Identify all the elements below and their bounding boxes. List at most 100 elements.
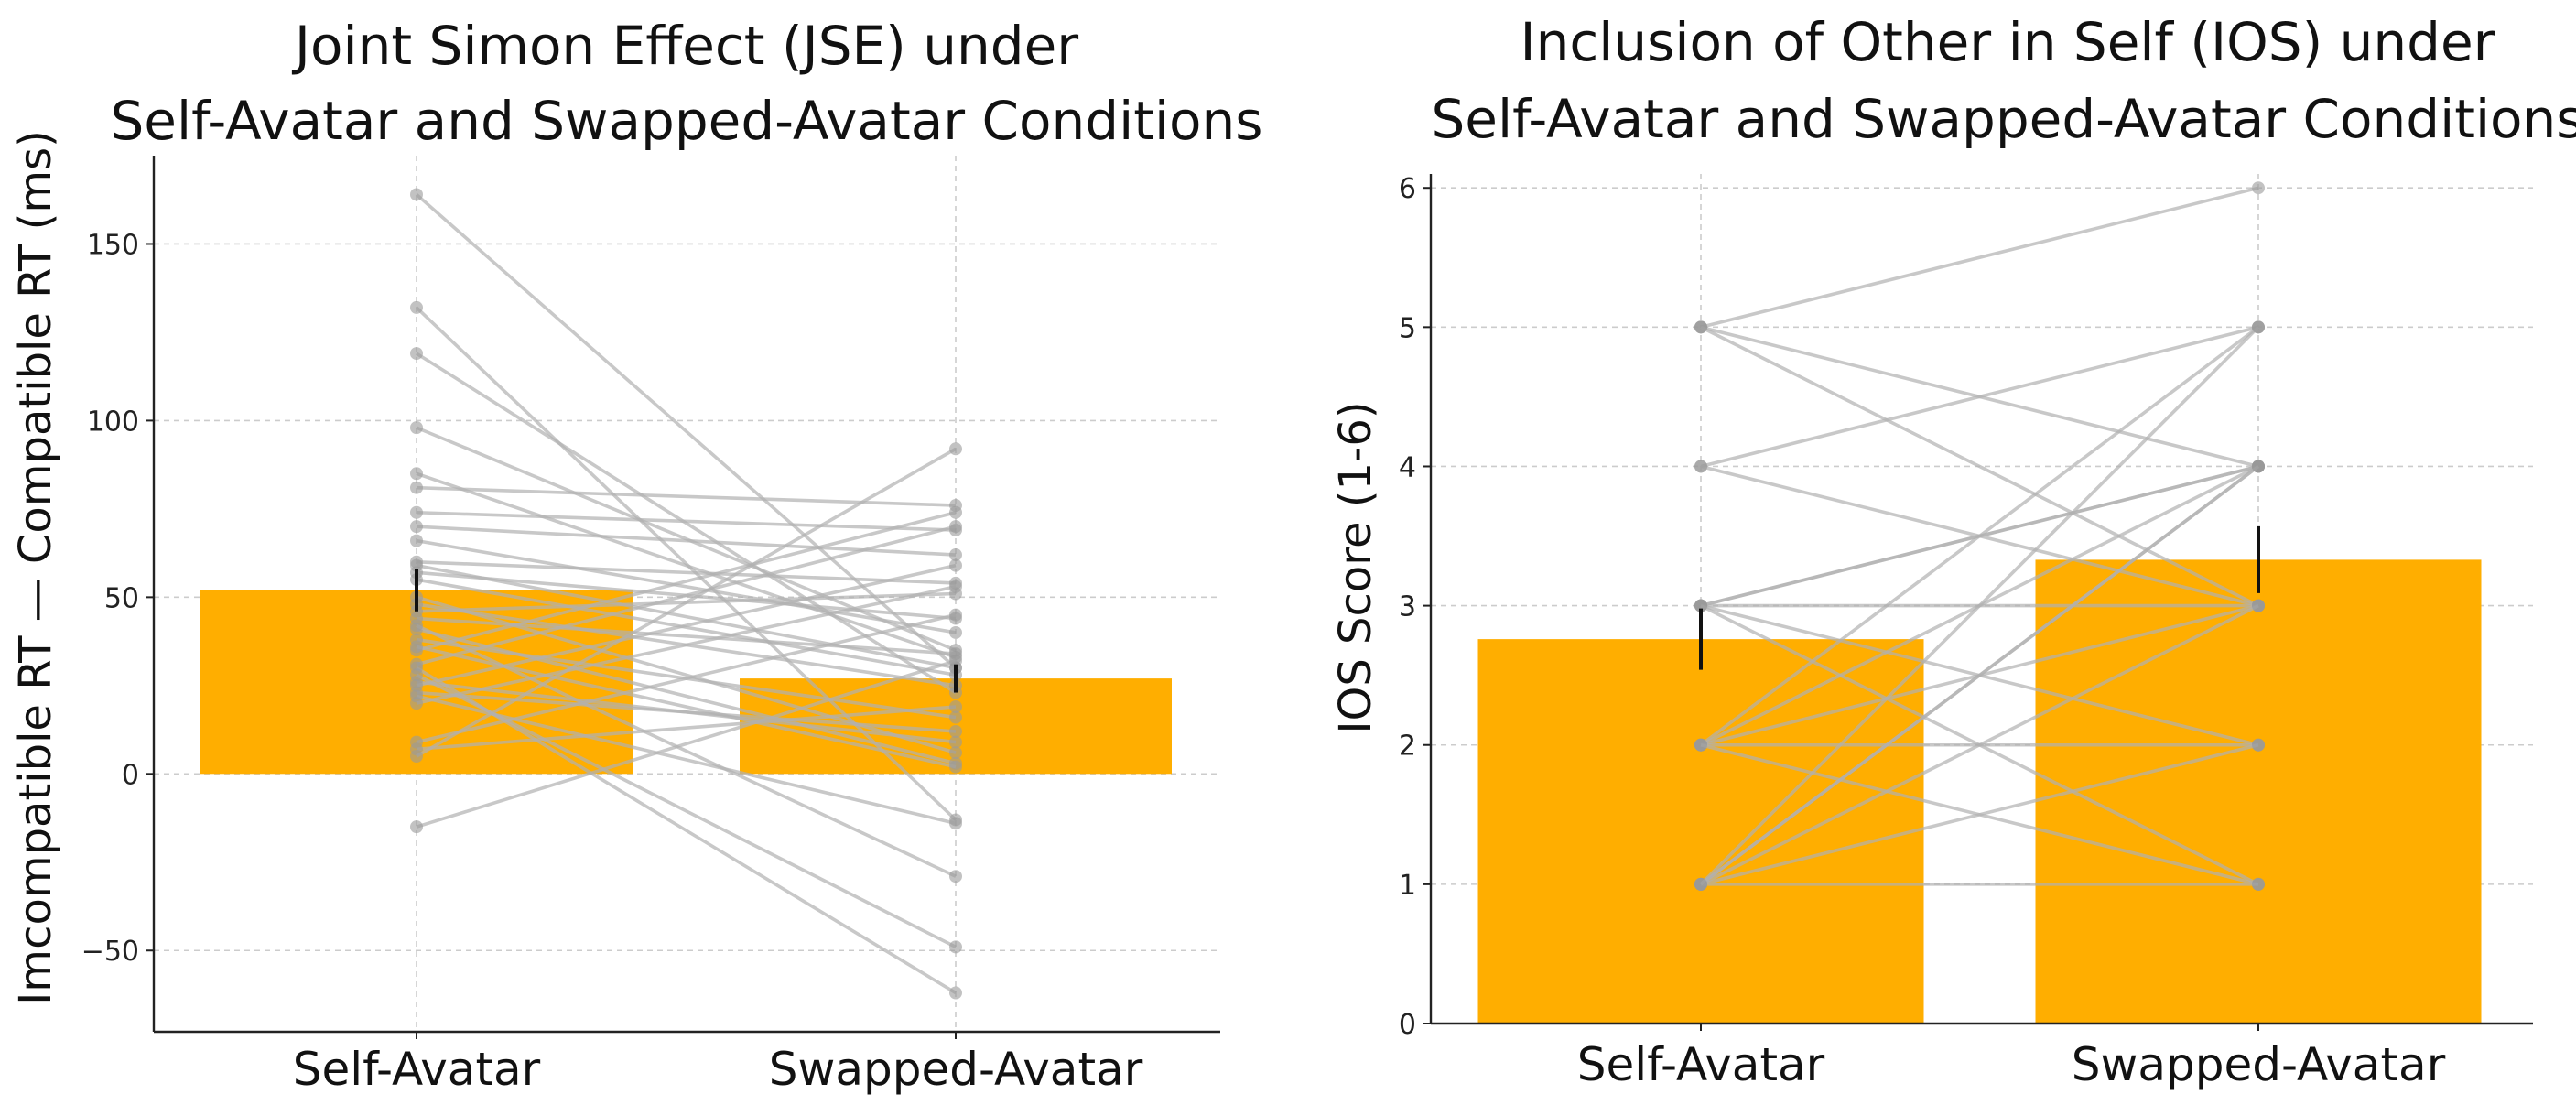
point-swapped (949, 710, 962, 724)
pair-line (1700, 186, 2259, 330)
pair-line (416, 645, 957, 769)
pair-line (416, 694, 957, 826)
pair-line (416, 525, 957, 666)
point-self (410, 421, 423, 435)
pair-line (416, 559, 957, 585)
point-self (1694, 877, 1707, 891)
y-axis-label: Imcompatible RT — Compatible RT (ms) (10, 130, 61, 1005)
point-swapped (949, 505, 962, 519)
pair-line (416, 525, 957, 557)
x-tick-label: Self-Avatar (293, 1043, 541, 1096)
point-swapped (949, 986, 962, 1000)
pair-line (1699, 465, 2260, 886)
pair-line (416, 563, 957, 670)
x-tick-label: Self-Avatar (1577, 1038, 1825, 1091)
y-tick-label: 100 (87, 406, 139, 438)
y-tick-label: 0 (1399, 1009, 1416, 1041)
point-swapped (949, 699, 962, 713)
point-swapped (949, 735, 962, 749)
paired-lines (1694, 181, 2265, 891)
pair-line (415, 306, 958, 821)
point-swapped (2252, 877, 2265, 891)
point-self (410, 520, 423, 534)
pair-line (416, 511, 957, 652)
point-self (410, 668, 423, 682)
pair-line (416, 485, 957, 507)
point-swapped (949, 817, 962, 830)
point-swapped (949, 940, 962, 954)
point-self (410, 467, 423, 481)
point-swapped (949, 654, 962, 667)
point-swapped (949, 760, 962, 774)
pair-line (416, 659, 957, 829)
y-tick-label: 4 (1399, 451, 1416, 483)
point-swapped (949, 870, 962, 883)
point-swapped (2252, 181, 2265, 195)
chart-title-line: Self-Avatar and Swapped-Avatar Condition… (1431, 88, 2576, 150)
point-swapped (2252, 460, 2265, 473)
point-self (410, 697, 423, 710)
y-tick-label: 0 (122, 759, 139, 791)
pair-line (416, 447, 957, 758)
point-self (410, 820, 423, 834)
y-tick-label: 1 (1399, 870, 1416, 902)
y-tick-label: 6 (1399, 173, 1416, 205)
pair-line (416, 578, 957, 677)
pair-line (416, 705, 957, 752)
y-tick-label: −50 (81, 936, 139, 968)
point-swapped (949, 580, 962, 593)
pair-line (1700, 742, 2259, 886)
y-tick-label: 150 (87, 229, 139, 261)
pair-line (416, 510, 957, 532)
point-self (410, 505, 423, 519)
y-tick-label: 50 (104, 582, 139, 614)
point-swapped (949, 548, 962, 562)
point-self (410, 300, 423, 314)
point-self (410, 619, 423, 633)
y-axis-label: IOS Score (1-6) (1330, 401, 1381, 733)
paired-lines (410, 188, 962, 1000)
point-self (410, 640, 423, 654)
point-swapped (949, 625, 962, 639)
pair-line (1700, 603, 2259, 886)
y-tick-label: 5 (1399, 312, 1416, 344)
point-swapped (949, 608, 962, 622)
point-self (1694, 320, 1707, 334)
pair-line (416, 471, 957, 659)
point-self (410, 534, 423, 547)
point-self (1694, 599, 1707, 612)
chart-title-line: Joint Simon Effect (JSE) under (292, 15, 1078, 77)
pair-line (416, 585, 957, 705)
point-self (410, 347, 423, 361)
bar-swapped-avatar (2035, 559, 2482, 1024)
pair-line (1699, 326, 2260, 886)
point-swapped (2252, 320, 2265, 334)
y-tick-label: 3 (1399, 591, 1416, 623)
chart-title-line: Self-Avatar and Swapped-Avatar Condition… (110, 90, 1262, 152)
pair-line (415, 193, 958, 669)
chart-panel-2: 0 1 2 3 4 5 6 Self-Avatar Swapped-Avatar Inclusio… (1330, 11, 2576, 1091)
pair-line (416, 426, 957, 652)
x-tick-label: Swapped-Avatar (2072, 1038, 2446, 1091)
x-tick-label: Swapped-Avatar (769, 1043, 1143, 1096)
bar-self-avatar (1477, 639, 1924, 1024)
point-swapped (2252, 599, 2265, 612)
pair-line (1700, 325, 2259, 469)
point-swapped (949, 558, 962, 572)
pair-line (416, 538, 957, 634)
point-swapped (2252, 738, 2265, 752)
point-swapped (949, 520, 962, 534)
point-swapped (949, 746, 962, 760)
pair-line (1699, 325, 2260, 747)
pair-line (416, 690, 957, 733)
point-self (410, 188, 423, 201)
pair-line (1700, 325, 2259, 608)
point-swapped (949, 442, 962, 456)
y-tick-label: 2 (1399, 731, 1416, 763)
chart-title-line: Inclusion of Other in Self (IOS) under (1520, 11, 2495, 73)
point-self (1694, 738, 1707, 752)
point-self (410, 750, 423, 764)
chart-panel-1: −50 0 50 100 150 Self-Avatar Swapped-Avatar Joi… (10, 15, 1263, 1096)
pair-line (416, 673, 957, 948)
